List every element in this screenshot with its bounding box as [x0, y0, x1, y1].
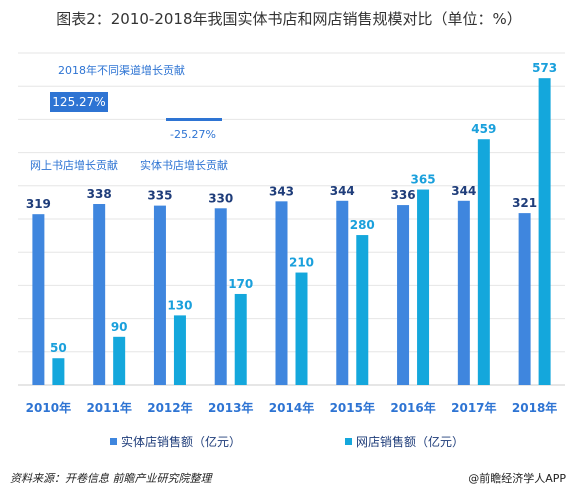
bar-physical [457, 200, 470, 385]
data-label-online: 459 [471, 122, 496, 136]
bar-online [356, 235, 369, 385]
source-note: 资料来源：开卷信息 前瞻产业研究院整理 [10, 472, 212, 485]
x-tick-label: 2012年 [147, 400, 192, 415]
bar-online [538, 78, 551, 386]
data-label-physical: 335 [147, 189, 172, 203]
legend-physical: 实体店销售额（亿元） [110, 433, 241, 450]
data-label-online: 573 [532, 61, 557, 75]
annotation-online-label: 网上书店增长贡献 [30, 159, 118, 172]
bar-physical [336, 200, 349, 385]
bar-physical [93, 204, 106, 385]
bar-online [113, 336, 126, 385]
bar-physical [518, 213, 531, 385]
annotation-physical-bar [166, 118, 222, 121]
logo-text: @前瞻经济学人APP [468, 472, 566, 485]
legend-physical-label: 实体店销售额（亿元） [121, 435, 242, 449]
bar-online [52, 358, 65, 385]
data-label-physical: 319 [26, 197, 51, 211]
data-label-physical: 344 [451, 184, 476, 198]
bar-physical [32, 214, 45, 385]
chart-title: 图表2：2010-2018年我国实体书店和网店销售规模对比（单位：%） [56, 10, 522, 28]
bar-physical [397, 205, 410, 385]
x-tick-label: 2015年 [330, 400, 375, 415]
legend-online: 网店销售额（亿元） [345, 433, 464, 450]
data-label-online: 170 [228, 277, 253, 291]
bar-online [477, 139, 490, 385]
legend-physical-swatch [110, 438, 117, 445]
annotation-header: 2018年不同渠道增长贡献 [58, 64, 185, 77]
bar-physical [153, 205, 166, 385]
bar-online [417, 189, 430, 385]
data-label-physical: 344 [330, 184, 355, 198]
legend-online-swatch [345, 438, 352, 445]
data-label-physical: 330 [208, 191, 233, 205]
data-label-online: 90 [111, 320, 128, 334]
x-tick-label: 2014年 [269, 400, 314, 415]
annotation-physical-value: -25.27% [170, 128, 216, 141]
data-label-online: 50 [50, 341, 67, 355]
data-label-online: 130 [167, 298, 192, 312]
x-tick-label: 2011年 [86, 400, 131, 415]
data-label-online: 365 [411, 173, 436, 187]
annotation-online-value: 125.27% [50, 92, 108, 112]
legend-online-label: 网店销售额（亿元） [356, 435, 465, 449]
x-tick-label: 2010年 [26, 400, 71, 415]
x-tick-label: 2016年 [390, 400, 435, 415]
data-label-physical: 343 [269, 184, 294, 198]
bar-online [173, 315, 186, 385]
x-tick-label: 2013年 [208, 400, 253, 415]
bar-online [234, 293, 247, 385]
x-tick-label: 2017年 [451, 400, 496, 415]
bar-physical [214, 208, 227, 385]
bar-online [295, 272, 308, 385]
data-label-online: 210 [289, 256, 314, 270]
data-label-online: 280 [350, 218, 375, 232]
bar-physical [275, 201, 288, 385]
annotation-physical-label: 实体书店增长贡献 [140, 159, 228, 172]
data-label-physical: 338 [87, 187, 112, 201]
data-label-physical: 336 [391, 188, 416, 202]
data-label-physical: 321 [512, 196, 537, 210]
x-tick-label: 2018年 [512, 400, 557, 415]
